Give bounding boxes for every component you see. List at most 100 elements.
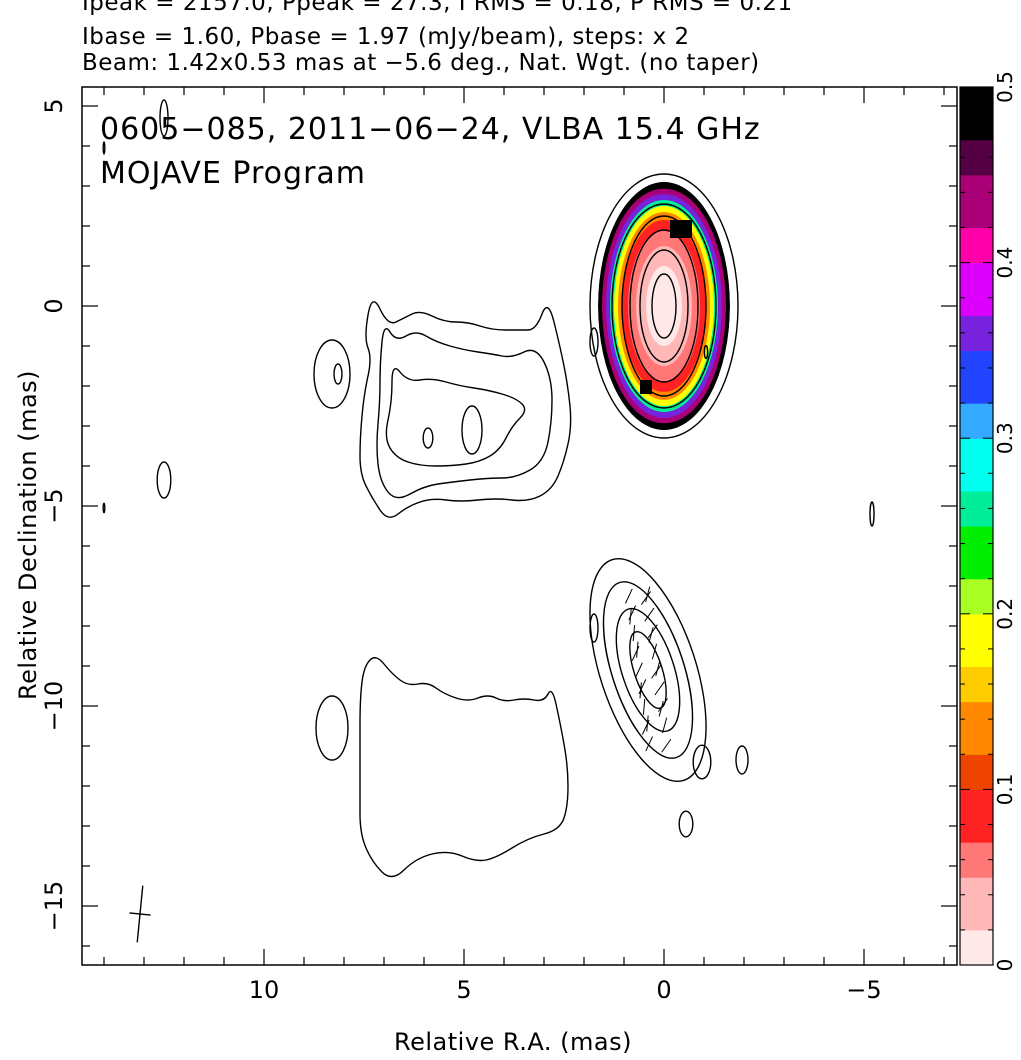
program-annotation: MOJAVE Program bbox=[100, 156, 367, 191]
core-contour-6 bbox=[589, 173, 739, 439]
header-line-3: Beam: 1.42x0.53 mas at −5.6 deg., Nat. W… bbox=[82, 50, 760, 76]
pol-vector bbox=[654, 681, 665, 696]
upper-extended-contour-1 bbox=[376, 328, 553, 499]
colorbar-step bbox=[960, 245, 993, 264]
colorbar-tick-label: 0.1 bbox=[993, 773, 1017, 805]
colorbar-step bbox=[960, 613, 993, 632]
colorbar-step bbox=[960, 350, 993, 369]
x-tick-label: 0 bbox=[656, 976, 671, 1004]
beam-minor-axis bbox=[129, 912, 151, 916]
colorbar-tick-label: 0.4 bbox=[993, 247, 1017, 279]
pol-vector bbox=[658, 700, 664, 717]
colorbar-step bbox=[960, 174, 993, 193]
colorbar-step bbox=[960, 561, 993, 580]
colorbar-step bbox=[960, 455, 993, 474]
source-annotation: 0605−085, 2011−06−24, VLBA 15.4 GHz bbox=[100, 112, 761, 147]
pol-vector bbox=[644, 607, 655, 622]
island-contour-9 bbox=[678, 810, 694, 838]
y-tick-label: −15 bbox=[40, 881, 68, 932]
colorbar-step bbox=[960, 947, 993, 966]
pol-vector bbox=[647, 624, 658, 639]
header-line-1: Ipeak = 2157.0, Ppeak = 27.3, I RMS = 0.… bbox=[82, 0, 793, 16]
colorbar-step bbox=[960, 403, 993, 422]
colorbar-step bbox=[960, 648, 993, 668]
lower-contour-1 bbox=[615, 607, 681, 733]
pol-vector bbox=[651, 643, 658, 660]
pol-vector bbox=[631, 645, 640, 661]
colorbar-step bbox=[960, 104, 993, 123]
island-contour-13 bbox=[102, 502, 106, 514]
lower-contour-2 bbox=[602, 581, 694, 759]
pol-vector bbox=[632, 625, 636, 642]
island-contour-10 bbox=[869, 501, 875, 527]
lower-extended-contour bbox=[359, 657, 569, 878]
colorbar-step bbox=[960, 490, 993, 510]
x-tick-label: 5 bbox=[456, 976, 471, 1004]
core-contour-2 bbox=[629, 229, 699, 383]
colorbar-step bbox=[960, 684, 993, 703]
colorbar-step bbox=[960, 508, 993, 527]
colorbar-step bbox=[960, 297, 993, 316]
island-contour-15 bbox=[461, 405, 483, 455]
y-axis-label: Relative Declination (mas) bbox=[14, 369, 42, 700]
colorbar-step bbox=[960, 806, 993, 826]
core-contour-3 bbox=[621, 215, 707, 397]
y-tick-label: −5 bbox=[40, 488, 68, 523]
colorbar-step bbox=[960, 754, 993, 773]
intensity-contours bbox=[102, 99, 875, 878]
pol-vector bbox=[635, 662, 643, 678]
pol-vector bbox=[662, 717, 668, 734]
island-contour-11 bbox=[703, 344, 709, 360]
pol-vector bbox=[646, 715, 649, 732]
colorbar-step bbox=[960, 859, 993, 878]
island-contour-3 bbox=[313, 339, 351, 409]
pol-vector bbox=[638, 679, 647, 695]
colorbar-step bbox=[960, 578, 993, 597]
upper-extended-contour-2 bbox=[385, 368, 526, 467]
colorbar-step bbox=[960, 227, 993, 246]
colorbar-step bbox=[960, 877, 993, 896]
colorbar-step bbox=[960, 912, 993, 931]
colorbar-step bbox=[960, 209, 993, 229]
colorbar-tick-label: 0.3 bbox=[993, 422, 1017, 454]
island-contour-5 bbox=[589, 613, 599, 643]
colorbar-step bbox=[960, 596, 993, 615]
island-contour-12 bbox=[102, 141, 106, 155]
colorbar-step bbox=[960, 929, 993, 949]
colorbar-step bbox=[960, 526, 993, 545]
core-contour-4 bbox=[611, 203, 717, 409]
pol-vector bbox=[642, 698, 646, 715]
colorbar-step bbox=[960, 719, 993, 738]
colorbar-step bbox=[960, 332, 993, 351]
colorbar-step bbox=[960, 771, 993, 790]
island-contour-14 bbox=[422, 427, 434, 449]
x-axis-label: Relative R.A. (mas) bbox=[394, 1028, 632, 1056]
colorbar-tick-label: 0 bbox=[993, 959, 1017, 972]
colorbar-step bbox=[960, 315, 993, 334]
polarization-vectors bbox=[625, 586, 672, 753]
core-contour-0 bbox=[651, 273, 677, 339]
colorbar-step bbox=[960, 473, 993, 492]
island-contour-0 bbox=[156, 461, 172, 499]
colorbar-step bbox=[960, 701, 993, 720]
colorbar-step bbox=[960, 367, 993, 387]
pol-vector bbox=[657, 698, 668, 712]
colorbar: 0 0.1 0.2 0.3 0.4 0.5 bbox=[959, 71, 1017, 972]
colorbar-step bbox=[960, 438, 993, 457]
pol-vector bbox=[641, 719, 650, 735]
colorbar-step bbox=[960, 122, 993, 141]
colorbar-frame bbox=[959, 86, 994, 966]
colorbar-step bbox=[960, 262, 993, 281]
colorbar-step bbox=[960, 543, 993, 562]
upper-extended-contour-0 bbox=[359, 301, 572, 518]
colorbar-step bbox=[960, 420, 993, 439]
pol-vector bbox=[645, 736, 653, 752]
pol-vector bbox=[655, 660, 661, 677]
colorbar-step bbox=[960, 157, 993, 176]
pol-vector bbox=[645, 586, 651, 603]
island-contour-2 bbox=[333, 363, 343, 385]
lower-contour-3 bbox=[589, 557, 707, 783]
pol-vector bbox=[651, 665, 662, 679]
colorbar-step bbox=[960, 139, 993, 158]
